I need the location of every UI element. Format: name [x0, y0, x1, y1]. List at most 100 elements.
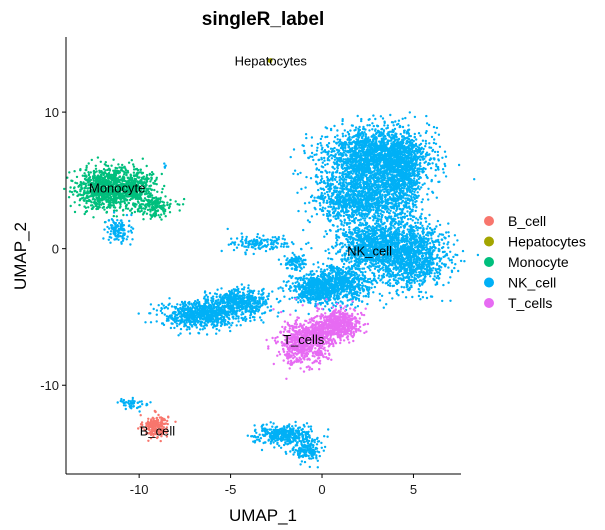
point — [327, 205, 330, 208]
point — [340, 220, 343, 223]
point — [163, 204, 166, 207]
point — [145, 190, 148, 193]
point — [319, 179, 323, 182]
point — [355, 134, 359, 137]
point — [151, 197, 154, 200]
point — [433, 150, 437, 154]
point — [372, 124, 375, 128]
point — [390, 133, 394, 136]
point — [152, 435, 155, 438]
point — [380, 216, 383, 219]
point — [354, 217, 357, 220]
point — [319, 187, 322, 190]
point — [381, 204, 384, 207]
point — [340, 184, 343, 187]
point — [139, 414, 142, 417]
point — [348, 222, 352, 225]
point — [137, 427, 140, 430]
point — [319, 137, 323, 141]
point — [337, 149, 341, 152]
point — [152, 419, 155, 422]
point — [407, 128, 411, 131]
point — [135, 167, 139, 171]
point — [159, 430, 162, 433]
point — [353, 147, 357, 150]
point — [336, 167, 339, 170]
point — [323, 192, 326, 195]
point — [335, 157, 338, 160]
point — [308, 201, 311, 204]
point — [117, 163, 120, 166]
point — [75, 175, 79, 179]
point — [362, 194, 365, 198]
point — [70, 190, 74, 194]
point — [148, 173, 151, 176]
point — [150, 173, 154, 177]
point — [363, 187, 366, 191]
point — [302, 228, 305, 232]
point — [333, 158, 337, 161]
point — [154, 427, 158, 430]
point — [359, 186, 362, 189]
point — [160, 218, 163, 221]
point — [389, 209, 392, 212]
point — [421, 198, 424, 201]
point — [292, 148, 296, 151]
point — [369, 148, 373, 152]
point — [390, 121, 394, 124]
point — [160, 423, 163, 427]
point — [403, 212, 407, 215]
point — [424, 145, 427, 148]
point — [336, 211, 340, 214]
point — [319, 141, 322, 145]
point — [95, 207, 98, 211]
point — [152, 417, 155, 420]
point — [366, 192, 369, 195]
point — [96, 200, 100, 203]
point — [304, 210, 307, 213]
point — [397, 119, 401, 122]
point — [378, 177, 381, 181]
point — [116, 169, 120, 173]
point — [331, 172, 334, 176]
point — [320, 151, 323, 154]
point — [354, 144, 357, 147]
point — [380, 201, 384, 205]
point — [157, 413, 160, 417]
point — [315, 149, 319, 152]
point — [357, 144, 361, 147]
point — [319, 170, 323, 174]
point — [105, 206, 109, 209]
point — [68, 171, 71, 174]
point — [356, 169, 359, 173]
point — [353, 209, 356, 213]
point — [386, 126, 389, 130]
point — [322, 150, 325, 153]
point — [370, 208, 373, 212]
point — [322, 201, 325, 204]
point — [83, 192, 86, 195]
point — [365, 144, 368, 147]
point — [369, 171, 372, 174]
point — [393, 136, 396, 139]
point — [370, 135, 374, 138]
point — [139, 196, 142, 200]
point — [384, 183, 387, 186]
point — [87, 162, 90, 165]
point — [322, 181, 326, 185]
point — [315, 200, 318, 203]
point — [305, 136, 308, 140]
point — [69, 204, 72, 208]
point — [344, 134, 347, 137]
point — [417, 132, 421, 135]
point — [319, 195, 322, 199]
point — [401, 117, 404, 121]
point — [360, 131, 363, 135]
series-monocyte — [62, 156, 186, 224]
point — [145, 180, 149, 183]
point — [350, 193, 353, 196]
point — [333, 167, 336, 170]
point — [444, 175, 448, 178]
point — [372, 155, 375, 159]
point — [141, 423, 144, 427]
